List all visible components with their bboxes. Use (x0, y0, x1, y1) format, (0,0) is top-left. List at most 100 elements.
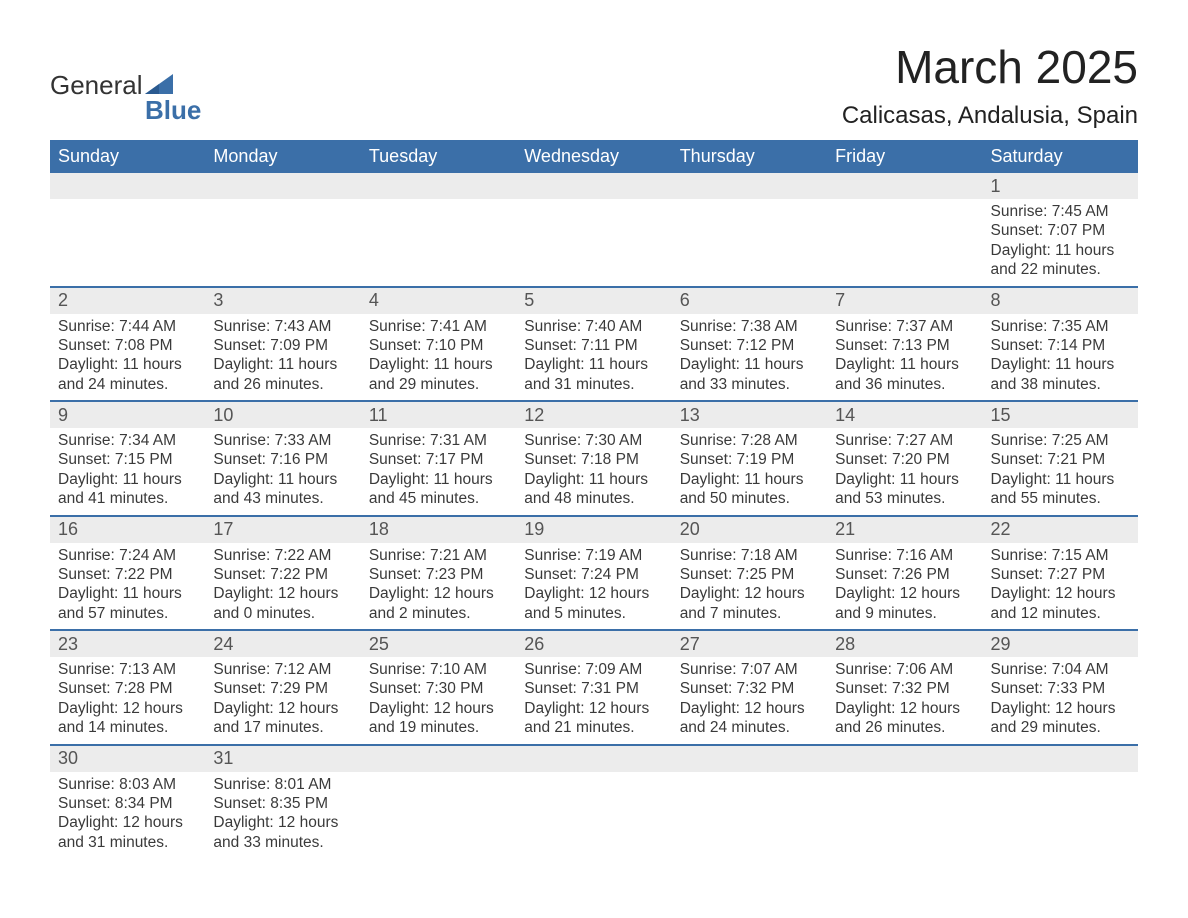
sunrise-line: Sunrise: 7:19 AM (524, 547, 642, 564)
day-header: Wednesday (516, 140, 671, 173)
daylight-line1: Daylight: 11 hours (369, 356, 493, 373)
day-detail-cell (672, 772, 827, 859)
sunrise-line: Sunrise: 7:35 AM (991, 318, 1109, 335)
daylight-line1: Daylight: 12 hours (835, 585, 960, 602)
title-block: March 2025 Calicasas, Andalusia, Spain (842, 40, 1138, 130)
sunset-line: Sunset: 7:24 PM (524, 566, 639, 583)
daylight-line1: Daylight: 12 hours (991, 585, 1116, 602)
location-text: Calicasas, Andalusia, Spain (842, 102, 1138, 130)
daylight-line2: and 29 minutes. (369, 376, 479, 393)
day-detail-cell: Sunrise: 7:25 AMSunset: 7:21 PMDaylight:… (983, 428, 1138, 516)
day-header: Tuesday (361, 140, 516, 173)
day-detail-cell: Sunrise: 7:33 AMSunset: 7:16 PMDaylight:… (205, 428, 360, 516)
sunset-line: Sunset: 7:27 PM (991, 566, 1106, 583)
day-detail-cell: Sunrise: 7:37 AMSunset: 7:13 PMDaylight:… (827, 314, 982, 402)
day-number-cell: 26 (516, 630, 671, 657)
day-number-cell (205, 173, 360, 199)
daylight-line2: and 29 minutes. (991, 719, 1101, 736)
daylight-line1: Daylight: 11 hours (58, 471, 182, 488)
sunrise-line: Sunrise: 7:21 AM (369, 547, 487, 564)
sunset-line: Sunset: 7:15 PM (58, 451, 173, 468)
day-number-cell (50, 173, 205, 199)
day-number-cell: 25 (361, 630, 516, 657)
day-number-cell (361, 745, 516, 772)
sunset-line: Sunset: 7:12 PM (680, 337, 795, 354)
sunrise-line: Sunrise: 8:01 AM (213, 776, 331, 793)
day-detail-cell: Sunrise: 7:13 AMSunset: 7:28 PMDaylight:… (50, 657, 205, 745)
sunrise-line: Sunrise: 8:03 AM (58, 776, 176, 793)
day-detail-cell: Sunrise: 7:34 AMSunset: 7:15 PMDaylight:… (50, 428, 205, 516)
sunset-line: Sunset: 7:16 PM (213, 451, 328, 468)
day-number-cell: 11 (361, 401, 516, 428)
day-number-cell: 31 (205, 745, 360, 772)
sunset-line: Sunset: 7:22 PM (58, 566, 173, 583)
sunrise-line: Sunrise: 7:15 AM (991, 547, 1109, 564)
day-number-cell: 2 (50, 287, 205, 314)
daylight-line1: Daylight: 11 hours (213, 356, 337, 373)
day-detail-cell: Sunrise: 7:18 AMSunset: 7:25 PMDaylight:… (672, 543, 827, 631)
day-number-cell: 6 (672, 287, 827, 314)
logo-text-blue: Blue (145, 95, 201, 126)
daynum-row: 2345678 (50, 287, 1138, 314)
day-detail-cell: Sunrise: 8:01 AMSunset: 8:35 PMDaylight:… (205, 772, 360, 859)
sunset-line: Sunset: 7:22 PM (213, 566, 328, 583)
daylight-line2: and 26 minutes. (835, 719, 945, 736)
sunrise-line: Sunrise: 7:04 AM (991, 661, 1109, 678)
sunrise-line: Sunrise: 7:24 AM (58, 547, 176, 564)
day-number-cell (827, 173, 982, 199)
daylight-line2: and 24 minutes. (58, 376, 168, 393)
daylight-line2: and 36 minutes. (835, 376, 945, 393)
month-title: March 2025 (842, 40, 1138, 94)
day-detail-cell: Sunrise: 7:45 AM Sunset: 7:07 PM Daylight:… (983, 199, 1138, 287)
sunrise-line: Sunrise: 7:38 AM (680, 318, 798, 335)
daylight-line2: and 19 minutes. (369, 719, 479, 736)
day-detail-cell: Sunrise: 8:03 AMSunset: 8:34 PMDaylight:… (50, 772, 205, 859)
day-number-cell (672, 173, 827, 199)
day-detail-cell: Sunrise: 7:16 AMSunset: 7:26 PMDaylight:… (827, 543, 982, 631)
day-detail-cell: Sunrise: 7:43 AMSunset: 7:09 PMDaylight:… (205, 314, 360, 402)
daylight-line1: Daylight: 12 hours (213, 700, 338, 717)
day-number-cell (361, 173, 516, 199)
sunset-line: Sunset: 7:07 PM (991, 222, 1106, 239)
daylight-line2: and 26 minutes. (213, 376, 323, 393)
sunrise-line: Sunrise: 7:40 AM (524, 318, 642, 335)
day-detail-cell: Sunrise: 7:15 AM Sunset: 7:27 PM Daylight:… (983, 543, 1138, 631)
day-detail-cell (827, 772, 982, 859)
daylight-line2: and 33 minutes. (213, 834, 323, 851)
day-number-cell: 24 (205, 630, 360, 657)
sunrise-line: Sunrise: 7:22 AM (213, 547, 331, 564)
sunrise-line: Sunrise: 7:06 AM (835, 661, 953, 678)
day-number-cell: 3 (205, 287, 360, 314)
day-number-cell: 12 (516, 401, 671, 428)
daynum-row: 16171819202122 (50, 516, 1138, 543)
sunrise-line: Sunrise: 7:09 AM (524, 661, 642, 678)
daynum-row: 9101112131415 (50, 401, 1138, 428)
day-number-cell (827, 745, 982, 772)
sunrise-line: Sunrise: 7:45 AM (991, 203, 1109, 220)
daylight-line1: Daylight: 11 hours (680, 471, 804, 488)
calendar-page: General Blue March 2025 Calicasas, Andal… (0, 0, 1188, 898)
day-header: Friday (827, 140, 982, 173)
day-detail-cell: Sunrise: 7:40 AMSunset: 7:11 PMDaylight:… (516, 314, 671, 402)
day-detail-cell: Sunrise: 7:41 AMSunset: 7:10 PMDaylight:… (361, 314, 516, 402)
daylight-line1: Daylight: 11 hours (58, 585, 182, 602)
day-detail-cell (50, 199, 205, 287)
logo: General Blue (50, 70, 201, 126)
sunrise-line: Sunrise: 7:18 AM (680, 547, 798, 564)
detail-row: Sunrise: 7:45 AM Sunset: 7:07 PM Daylight:… (50, 199, 1138, 287)
detail-row: Sunrise: 7:24 AM Sunset: 7:22 PM Daylight:… (50, 543, 1138, 631)
daylight-line2: and 31 minutes. (58, 834, 168, 851)
daylight-line1: Daylight: 11 hours (991, 242, 1115, 259)
day-number-cell: 30 (50, 745, 205, 772)
day-number-cell: 20 (672, 516, 827, 543)
logo-text-general: General (50, 70, 143, 101)
sunrise-line: Sunrise: 7:43 AM (213, 318, 331, 335)
day-detail-cell (361, 772, 516, 859)
daylight-line2: and 41 minutes. (58, 490, 168, 507)
sunrise-line: Sunrise: 7:31 AM (369, 432, 487, 449)
daylight-line1: Daylight: 12 hours (58, 700, 183, 717)
day-number-cell: 14 (827, 401, 982, 428)
sunrise-line: Sunrise: 7:25 AM (991, 432, 1109, 449)
daylight-line2: and 55 minutes. (991, 490, 1101, 507)
day-number-cell: 7 (827, 287, 982, 314)
